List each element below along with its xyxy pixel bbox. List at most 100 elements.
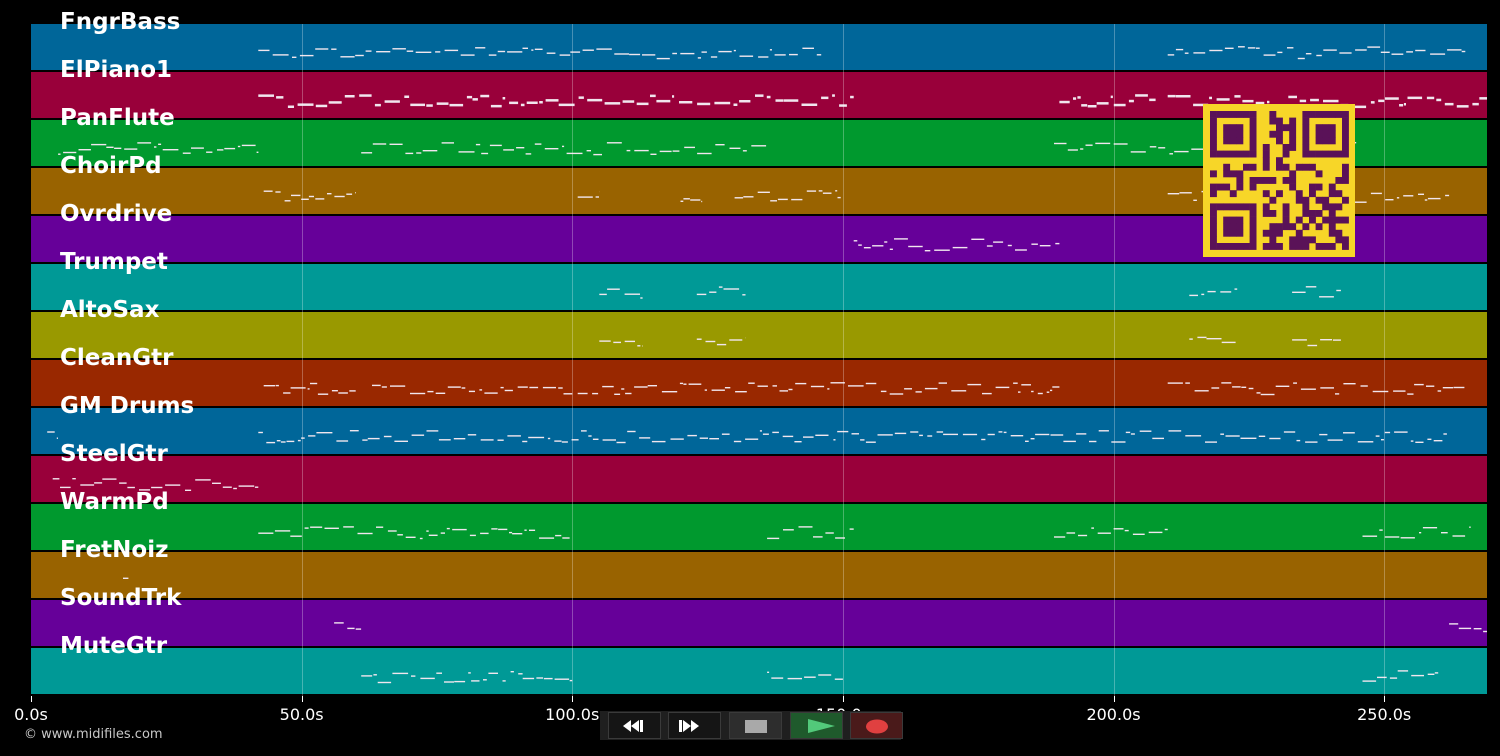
- note: [1113, 103, 1126, 107]
- note: [679, 101, 693, 104]
- note: [562, 537, 570, 539]
- note: [837, 196, 841, 199]
- note: [1087, 105, 1097, 108]
- note: [1269, 437, 1281, 440]
- note: [1452, 535, 1466, 537]
- note: [650, 153, 657, 155]
- note: [602, 385, 614, 388]
- note: [774, 54, 786, 56]
- fast-forward-button[interactable]: [668, 712, 721, 739]
- note: [1081, 104, 1088, 107]
- track-name-label: ElPiano1: [60, 57, 173, 83]
- note: [1384, 536, 1400, 538]
- note: [362, 439, 368, 441]
- note: [290, 535, 302, 537]
- note: [853, 240, 858, 242]
- note: [839, 104, 847, 107]
- note: [1299, 99, 1307, 103]
- note: [435, 51, 441, 53]
- note: [467, 434, 477, 436]
- note: [1211, 387, 1220, 389]
- note: [614, 53, 629, 55]
- note: [1220, 433, 1224, 435]
- note: [757, 191, 770, 193]
- track-lane[interactable]: [31, 24, 1487, 70]
- note: [359, 94, 372, 97]
- note: [526, 101, 538, 104]
- note: [837, 430, 849, 433]
- track-lane[interactable]: [31, 456, 1487, 502]
- note: [1025, 440, 1029, 442]
- note: [1128, 99, 1134, 103]
- track-lane[interactable]: [31, 312, 1487, 358]
- note: [1125, 431, 1131, 434]
- track-name-label: SoundTrk: [60, 585, 182, 611]
- rewind-button[interactable]: [608, 712, 661, 739]
- note: [315, 198, 325, 200]
- note: [787, 677, 802, 680]
- note: [659, 150, 672, 153]
- note: [1221, 341, 1236, 344]
- note: [520, 103, 525, 107]
- track-notes: [52, 478, 259, 491]
- note: [1255, 101, 1265, 105]
- note: [982, 392, 992, 395]
- track-lane[interactable]: [31, 408, 1487, 454]
- note: [884, 241, 888, 243]
- note: [327, 193, 332, 195]
- track-lane[interactable]: [31, 264, 1487, 310]
- note: [154, 146, 157, 148]
- track-lane[interactable]: [31, 504, 1487, 550]
- note: [1434, 672, 1439, 674]
- stop-button[interactable]: [729, 712, 782, 739]
- note: [468, 672, 471, 674]
- note: [1037, 392, 1043, 395]
- note: [566, 152, 583, 155]
- note: [704, 389, 707, 391]
- track-lane[interactable]: [31, 648, 1487, 694]
- note: [766, 95, 771, 99]
- track-lane[interactable]: [31, 600, 1487, 646]
- note: [1201, 293, 1205, 296]
- note: [420, 677, 435, 680]
- note: [372, 143, 387, 145]
- note: [497, 439, 504, 441]
- track-lane[interactable]: [31, 360, 1487, 406]
- note: [1305, 286, 1317, 288]
- axis-tick-label: 200.0s: [1086, 705, 1141, 724]
- note: [1355, 49, 1367, 51]
- note: [1292, 291, 1306, 293]
- note: [716, 343, 727, 346]
- note: [415, 51, 432, 53]
- note: [507, 51, 523, 53]
- note: [498, 528, 508, 531]
- note: [372, 384, 381, 387]
- note: [825, 532, 834, 534]
- record-button[interactable]: [850, 712, 903, 739]
- note: [280, 441, 286, 443]
- note: [139, 489, 151, 491]
- note: [461, 387, 466, 389]
- note: [349, 390, 356, 392]
- note: [1473, 628, 1482, 630]
- note: [1389, 677, 1398, 679]
- note: [697, 57, 701, 59]
- note: [1444, 102, 1454, 106]
- note: [195, 479, 211, 481]
- note: [263, 190, 273, 192]
- play-button[interactable]: [790, 712, 843, 739]
- axis-tick-label: 0.0s: [14, 705, 48, 724]
- note: [910, 431, 919, 433]
- note: [1394, 431, 1408, 433]
- note: [383, 435, 392, 438]
- note: [938, 382, 947, 384]
- stop-icon: [745, 720, 767, 733]
- note: [449, 103, 464, 107]
- note: [1351, 105, 1367, 109]
- note: [1385, 199, 1394, 201]
- note: [1059, 100, 1070, 104]
- time-gridline: [1384, 24, 1386, 696]
- track-lane[interactable]: [31, 552, 1487, 598]
- note: [1052, 386, 1060, 388]
- note: [1332, 339, 1341, 341]
